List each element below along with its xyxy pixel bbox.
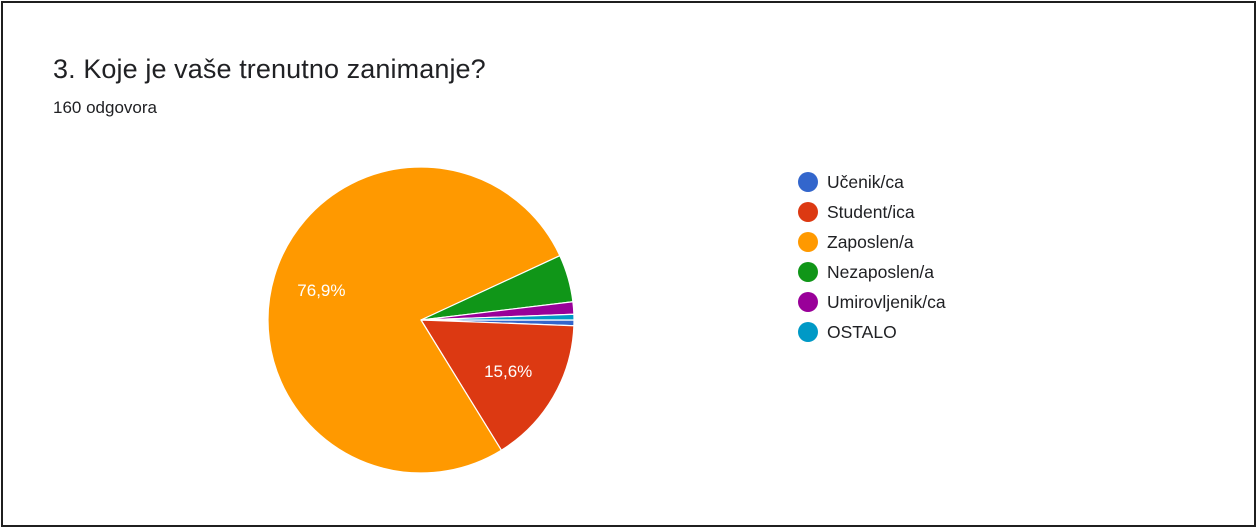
pie-slice-zaposlen-a — [267, 166, 561, 474]
legend-swatch-icon — [798, 232, 818, 252]
legend-swatch-icon — [798, 172, 818, 192]
pie-slice-ostalo — [420, 313, 575, 321]
legend-item-zaposlen-a[interactable]: Zaposlen/a — [798, 227, 946, 257]
legend-label: Umirovljenik/ca — [827, 291, 946, 312]
chart-legend: Učenik/ca Student/ica Zaposlen/a Nezaposlen… — [798, 167, 946, 347]
legend-item-nezaposlen-a[interactable]: Nezaposlen/a — [798, 257, 946, 287]
data-label-student-ica: 15,6% — [484, 362, 532, 381]
legend-item-ucenik-ca[interactable]: Učenik/ca — [798, 167, 946, 197]
legend-item-student-ica[interactable]: Student/ica — [798, 197, 946, 227]
legend-label: Zaposlen/a — [827, 231, 914, 252]
legend-swatch-icon — [798, 202, 818, 222]
legend-swatch-icon — [798, 292, 818, 312]
legend-label: Učenik/ca — [827, 171, 904, 192]
legend-swatch-icon — [798, 262, 818, 282]
legend-swatch-icon — [798, 322, 818, 342]
question-title: 3. Koje je vaše trenutno zanimanje? — [53, 54, 486, 84]
legend-item-umirovljenik-ca[interactable]: Umirovljenik/ca — [798, 287, 946, 317]
legend-item-ostalo[interactable]: OSTALO — [798, 317, 946, 347]
pie-slice-student-ica — [420, 319, 575, 451]
data-label-zaposlen-a: 76,9% — [297, 281, 345, 300]
legend-label: Student/ica — [827, 201, 915, 222]
legend-label: Nezaposlen/a — [827, 261, 935, 282]
legend-label: OSTALO — [827, 321, 897, 342]
response-count: 160 odgovora — [53, 98, 157, 117]
